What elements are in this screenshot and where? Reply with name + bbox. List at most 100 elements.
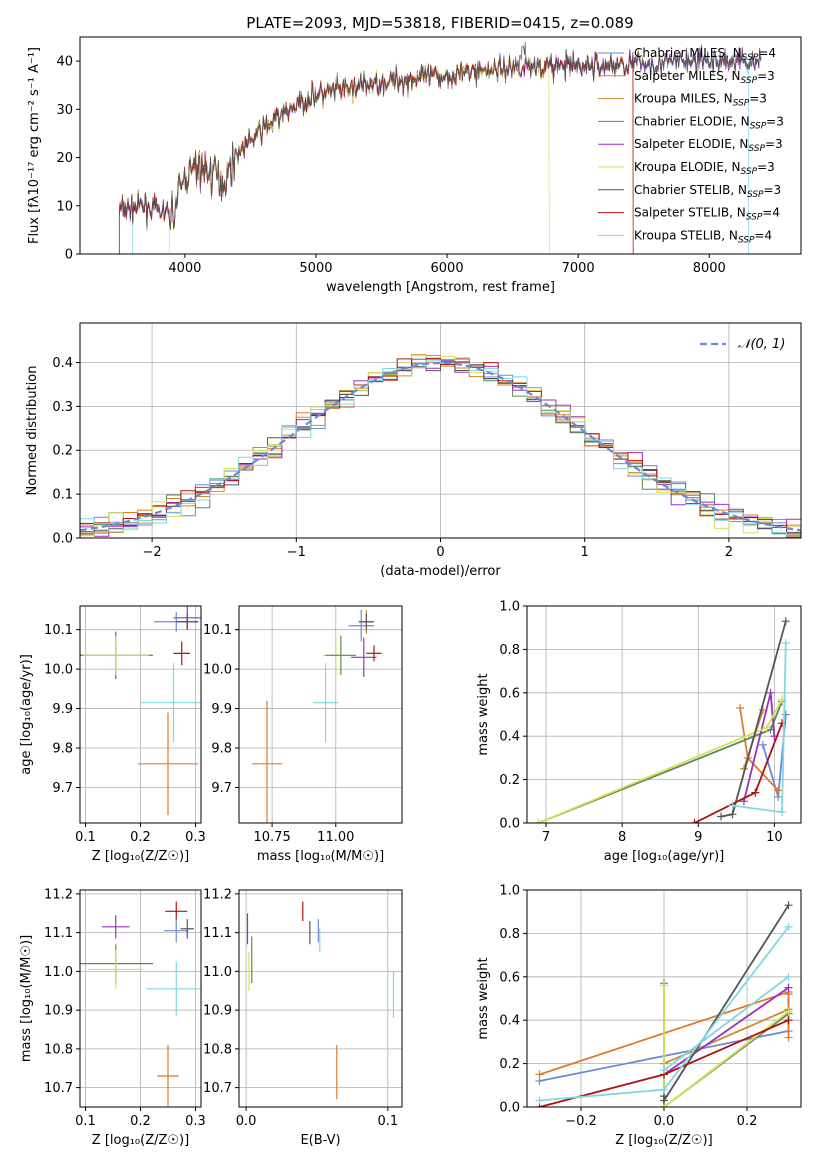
- y-tick-label: 9.9: [52, 702, 73, 717]
- plus-marker: [777, 808, 786, 817]
- plus-marker: [774, 786, 783, 795]
- y-axis-label: age [log₁₀(age/yr)]: [19, 654, 34, 775]
- x-tick-label: 0.0: [654, 1114, 675, 1129]
- plus-marker: [717, 812, 726, 821]
- data-point: [366, 645, 382, 662]
- mass-vs-ebv-panel: 0.0 0.1 10.7 10.8 10.9 11.0 11.1 11.2 E(B-V): [203, 887, 403, 1148]
- x-axis-label: Z [log₁₀(Z/Z☉)]: [92, 1133, 189, 1148]
- legend-entry: 𝒩(0, 1): [738, 337, 785, 352]
- y-tick-label: 9.8: [52, 742, 73, 757]
- data-point: [164, 919, 189, 943]
- series-line: [663, 985, 790, 1107]
- plus-marker: [660, 1085, 668, 1094]
- plus-marker: [660, 1096, 668, 1105]
- plot-area: [534, 617, 790, 823]
- legend-entry: Salpeter STELIB, NSSP=4: [634, 206, 780, 223]
- legend-entry: Kroupa MILES, NSSP=3: [634, 92, 767, 109]
- x-tick-label: 2: [725, 545, 733, 560]
- plus-marker: [784, 901, 793, 910]
- data-point: [180, 919, 194, 939]
- x-tick-label: 0.1: [75, 830, 96, 845]
- y-axis-label: mass weight: [476, 673, 491, 755]
- y-tick-label: 0.0: [499, 1101, 520, 1116]
- y-tick-label: 10.0: [203, 663, 232, 678]
- x-tick-label: 0.2: [737, 1114, 758, 1129]
- y-axis-label: mass [log₁₀(M/M☉)]: [19, 935, 34, 1062]
- plus-marker: [660, 981, 668, 990]
- y-tick-label: 9.9: [211, 702, 232, 717]
- plus-marker: [781, 638, 790, 647]
- x-axis-label: wavelength [Angstrom, rest frame]: [326, 280, 555, 295]
- x-tick-label: 10.75: [254, 830, 291, 845]
- y-tick-label: 1.0: [499, 884, 520, 899]
- plot-area: [80, 606, 201, 816]
- x-tick-label: 0.1: [75, 1114, 96, 1129]
- y-tick-label: 10.0: [44, 663, 73, 678]
- x-tick-label: 11.00: [317, 830, 354, 845]
- data-point: [140, 663, 201, 743]
- series-line: [663, 976, 790, 1071]
- plus-marker: [766, 688, 775, 697]
- x-tick-label: 0.2: [130, 1114, 151, 1129]
- x-axis-label: E(B-V): [300, 1133, 340, 1148]
- y-tick-label: 11.2: [44, 887, 73, 902]
- series-line: [693, 722, 783, 823]
- y-tick-label: 0.4: [52, 356, 73, 371]
- y-tick-label: 0.2: [499, 773, 520, 788]
- y-tick-label: 40: [56, 55, 73, 70]
- x-tick-label: 9: [694, 830, 702, 845]
- y-tick-label: 11.0: [203, 965, 232, 980]
- x-axis-label: Z [log₁₀(Z/Z☉)]: [92, 849, 189, 864]
- x-tick-label: 8000: [693, 261, 726, 276]
- age-vs-metallicity-panel: 0.1 0.2 0.3 9.7 9.8 9.9 10.0 10.1 Z [log₁₀(Z/Z☉)…: [19, 605, 206, 864]
- mass-weight-vs-metallicity-panel: −0.2 0.0 0.2 0.0 0.2 0.4 0.6 0.8 1.0 Z [log₁₀(Z/Z…: [476, 884, 802, 1148]
- y-tick-label: 0: [65, 248, 73, 263]
- legend-entry: Kroupa ELODIE, NSSP=3: [634, 160, 775, 177]
- legend-entry: Chabrier STELIB, NSSP=3: [634, 183, 781, 200]
- plus-marker: [784, 1007, 793, 1016]
- plus-marker: [784, 922, 793, 931]
- y-tick-label: 11.1: [44, 926, 73, 941]
- x-tick-label: 0.3: [185, 1114, 206, 1129]
- y-tick-label: 0.2: [499, 1057, 520, 1072]
- normal-curve: [80, 361, 801, 532]
- plot-area: [80, 354, 801, 538]
- y-axis-label: Normed distribution: [25, 366, 40, 496]
- y-tick-label: 0.0: [52, 532, 73, 547]
- y-tick-label: 0.4: [499, 730, 520, 745]
- plus-marker: [751, 788, 760, 797]
- plot-area: [118, 42, 762, 254]
- plus-marker: [690, 819, 699, 823]
- data-point: [102, 915, 130, 939]
- y-tick-label: 9.8: [211, 742, 232, 757]
- x-tick-label: −2: [143, 545, 162, 560]
- y-tick-label: 10.9: [44, 1004, 73, 1019]
- x-axis-label: (data-model)/error: [380, 564, 501, 579]
- y-tick-label: 0.3: [52, 400, 73, 415]
- x-tick-label: 7: [542, 830, 550, 845]
- x-tick-label: 6000: [431, 261, 464, 276]
- y-tick-label: 10.1: [203, 623, 232, 638]
- data-point: [348, 609, 374, 642]
- spectrum-kroupa-elodie: [168, 52, 550, 254]
- plus-marker: [781, 710, 790, 719]
- y-tick-label: 10.1: [44, 623, 73, 638]
- plus-marker: [762, 723, 771, 732]
- plot-frame: [238, 889, 403, 1108]
- plot-frame: [238, 605, 403, 824]
- plot-area: [80, 901, 201, 1107]
- figure-title: PLATE=2093, MJD=53818, FIBERID=0415, z=0…: [246, 14, 633, 32]
- plus-marker: [784, 972, 793, 981]
- data-point: [351, 637, 377, 678]
- data-point: [325, 635, 357, 676]
- y-tick-label: 11.0: [44, 965, 73, 980]
- data-point: [358, 613, 374, 630]
- spectrum-panel: Chabrier MILES, NSSP=4 Salpeter MILES, NS…: [27, 36, 802, 295]
- y-tick-label: 9.7: [211, 781, 232, 796]
- x-tick-label: 4000: [168, 261, 201, 276]
- y-tick-label: 0.4: [499, 1014, 520, 1029]
- data-point: [173, 641, 190, 666]
- data-point: [251, 700, 283, 823]
- y-tick-label: 20: [56, 151, 73, 166]
